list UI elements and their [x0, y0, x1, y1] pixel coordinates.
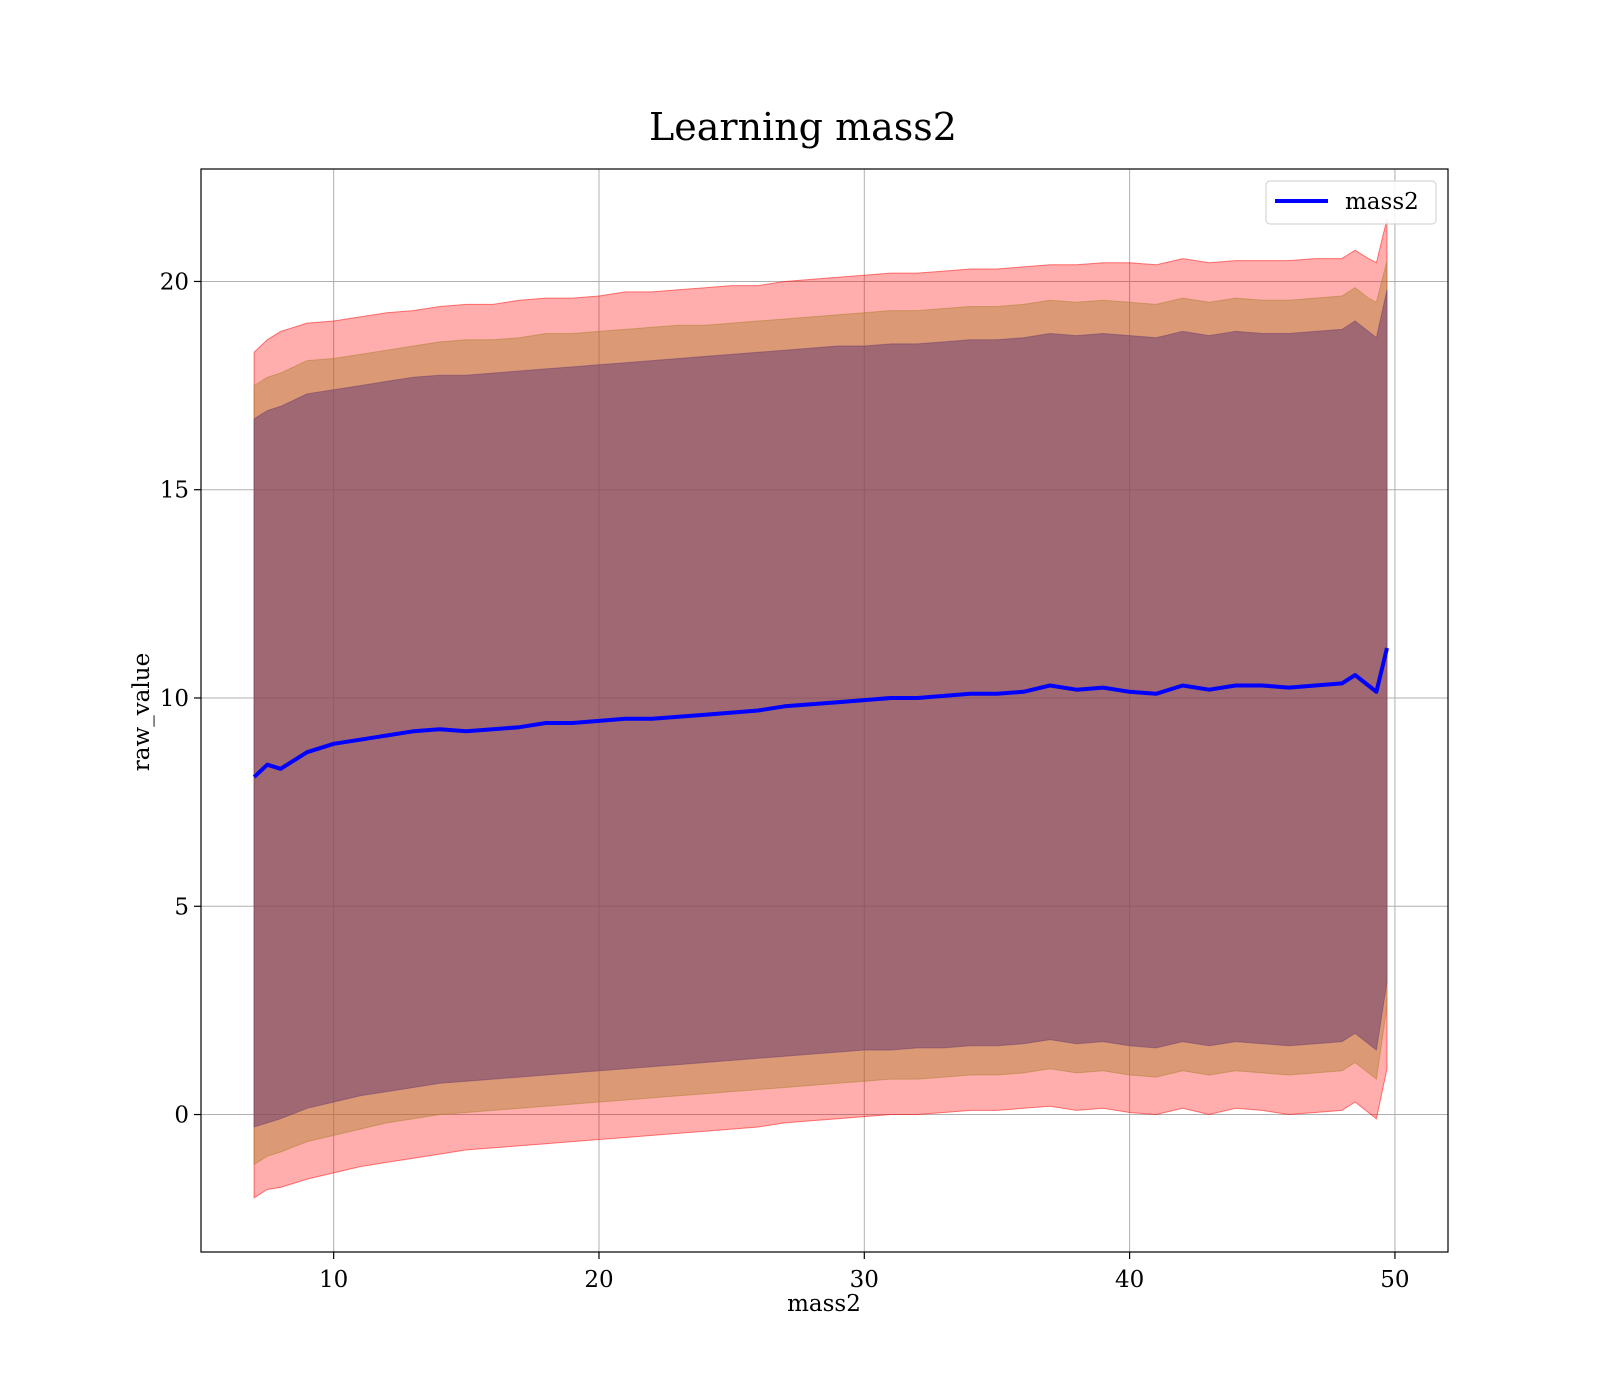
x-tick-label: 30: [850, 1267, 879, 1293]
x-tick-label: 40: [1115, 1267, 1144, 1293]
x-tick-label: 10: [319, 1267, 348, 1293]
y-tick-label: 0: [174, 1103, 189, 1129]
axis-ticks: 10 20 30 40 50 0 5 10 15 20: [160, 269, 1410, 1293]
chart-title: Learning mass2: [649, 105, 957, 149]
y-tick-label: 5: [174, 894, 189, 920]
y-tick-label: 20: [160, 269, 189, 295]
x-axis-label: mass2: [787, 1291, 861, 1317]
legend-box: [1265, 180, 1437, 225]
x-tick-label: 50: [1380, 1267, 1409, 1293]
series-line-mass2: [252, 647, 1389, 779]
legend: mass2: [1265, 180, 1437, 225]
series-lines: [252, 647, 1389, 779]
confidence-bands: [253, 218, 1388, 1199]
plot-frame: [200, 168, 1449, 1253]
legend-label: mass2: [1345, 189, 1419, 215]
y-axis-label: raw_value: [129, 653, 155, 771]
y-tick-label: 10: [160, 686, 189, 712]
band-inner: [253, 289, 1388, 1128]
x-tick-label: 20: [584, 1267, 613, 1293]
y-tick-label: 15: [160, 478, 189, 504]
